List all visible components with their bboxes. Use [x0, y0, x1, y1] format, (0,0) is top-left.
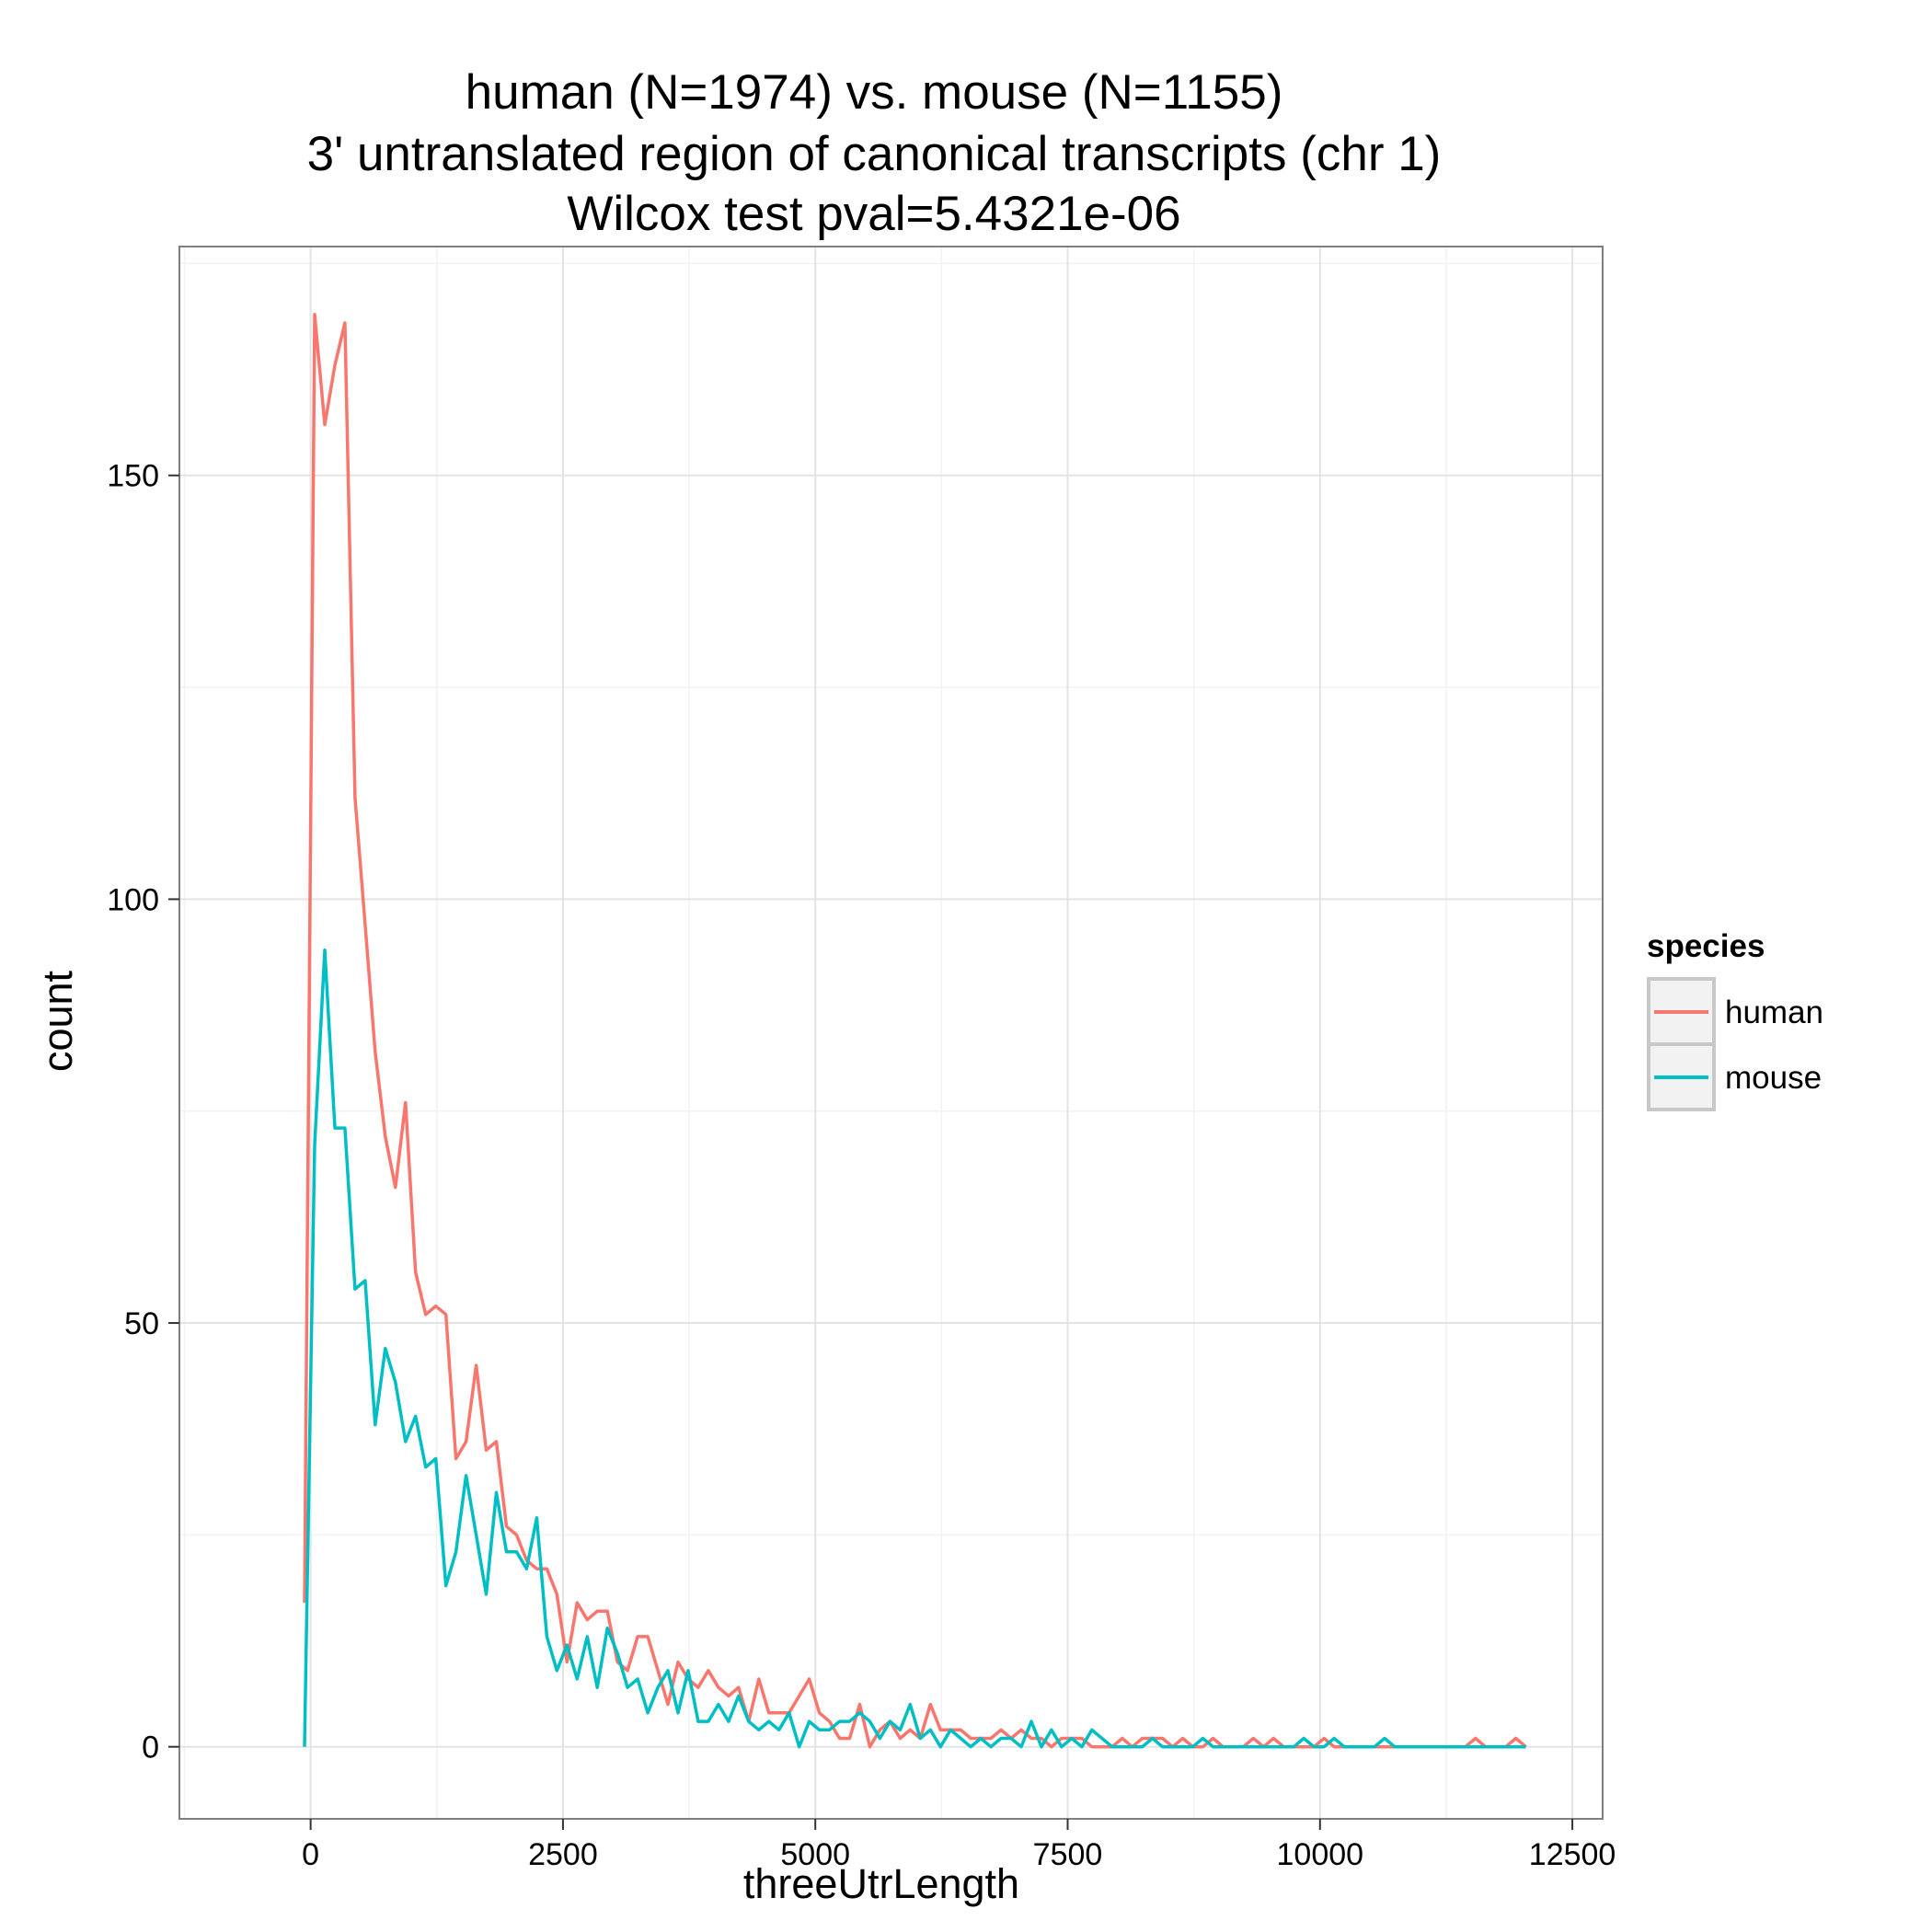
title-line-3: Wilcox test pval=5.4321e-06 — [567, 187, 1180, 241]
x-axis-title: threeUtrLength — [743, 1860, 1019, 1907]
y-tick-label-2: 100 — [107, 882, 159, 917]
title-line-2: 3' untranslated region of canonical tran… — [307, 127, 1442, 181]
y-axis-title: count — [34, 970, 81, 1072]
legend-label-human: human — [1725, 995, 1823, 1030]
legend-title: species — [1647, 928, 1765, 964]
x-tick-label-5: 12500 — [1529, 1837, 1616, 1872]
chart-title: human (N=1974) vs. mouse (N=1155) 3' unt… — [307, 65, 1442, 241]
legend-label-mouse: mouse — [1725, 1060, 1822, 1096]
x-tick-label-2: 5000 — [780, 1837, 850, 1872]
plot-border — [178, 246, 1604, 1820]
y-tick-label-0: 0 — [142, 1731, 159, 1765]
title-line-1: human (N=1974) vs. mouse (N=1155) — [466, 65, 1283, 120]
y-tick-label-1: 50 — [124, 1306, 159, 1341]
series-line-mouse — [303, 948, 1526, 1749]
plot-area: 0 2500 5000 7500 10000 12500 0 50 100 150 — [107, 246, 1616, 1872]
x-tick-label-4: 10000 — [1277, 1837, 1364, 1872]
plot-background — [179, 247, 1603, 1819]
series-line-human — [303, 312, 1527, 1749]
legend: species human mouse — [1647, 928, 1823, 1111]
x-tick-label-1: 2500 — [528, 1837, 598, 1872]
x-tick-label-3: 7500 — [1033, 1837, 1103, 1872]
x-tick-label-0: 0 — [302, 1837, 319, 1872]
y-tick-label-3: 150 — [107, 459, 159, 494]
